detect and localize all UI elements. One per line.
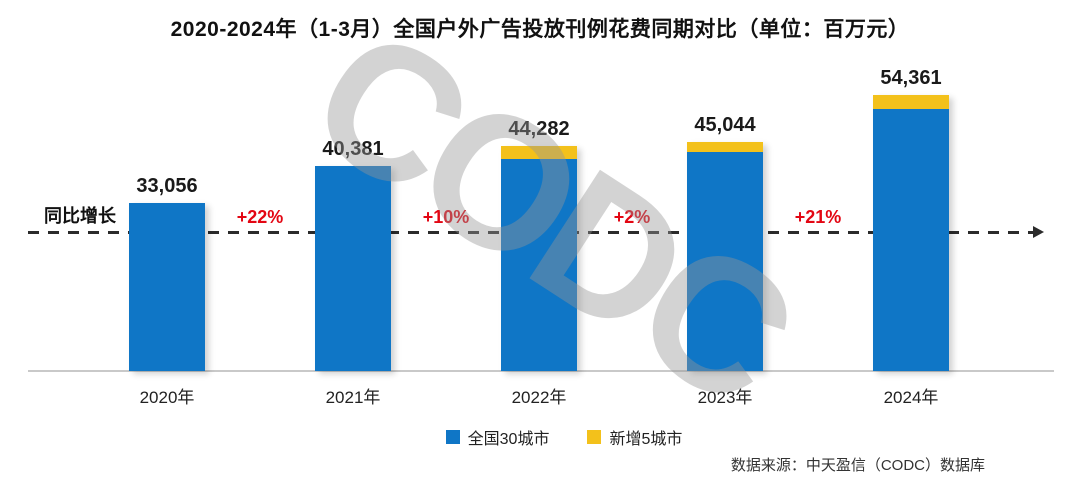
value-label: 45,044 bbox=[694, 114, 756, 136]
growth-label: +22% bbox=[236, 207, 284, 227]
legend-label: 全国30城市 bbox=[467, 431, 550, 448]
x-axis-tick-label: 2023年 bbox=[697, 388, 753, 407]
bar-segment-new-cities bbox=[501, 146, 577, 159]
value-label: 44,282 bbox=[508, 118, 570, 140]
bar-2024年 bbox=[873, 95, 949, 371]
x-axis-tick-label: 2022年 bbox=[511, 388, 567, 407]
data-source: 数据来源：中天盈信（CODC）数据库 bbox=[730, 457, 985, 474]
arrow-right-icon bbox=[1033, 226, 1044, 238]
legend: 全国30城市 新增5城市 bbox=[0, 425, 1080, 449]
y-axis-label: 同比增长 bbox=[44, 206, 116, 226]
bar-2020年 bbox=[129, 203, 205, 371]
growth-label: +10% bbox=[422, 207, 470, 227]
bar-segment-new-cities bbox=[687, 142, 763, 152]
value-label: 40,381 bbox=[322, 138, 384, 160]
x-axis-tick-label: 2021年 bbox=[325, 388, 381, 407]
x-axis-tick-label: 2020年 bbox=[139, 388, 195, 407]
legend-label: 新增5城市 bbox=[609, 431, 683, 448]
growth-label: +2% bbox=[613, 207, 651, 227]
x-axis-tick-label: 2024年 bbox=[883, 388, 939, 407]
chart-title: 2020-2024年（1-3月）全国户外广告投放刊例花费同期对比（单位：百万元） bbox=[170, 18, 910, 41]
growth-label: +21% bbox=[794, 207, 842, 227]
legend-item-national-30-cities: 全国30城市 bbox=[445, 425, 550, 449]
legend-swatch-yellow-icon bbox=[587, 430, 602, 444]
legend-item-new-5-cities: 新增5城市 bbox=[587, 425, 682, 449]
value-label: 33,056 bbox=[136, 175, 198, 197]
bar-2023年 bbox=[687, 142, 763, 371]
legend-swatch-blue-icon bbox=[445, 430, 460, 444]
bar-2022年 bbox=[501, 146, 577, 371]
bar-2021年 bbox=[315, 166, 391, 371]
bar-segment-new-cities bbox=[873, 95, 949, 109]
x-axis-line bbox=[28, 370, 1054, 372]
value-label: 54,361 bbox=[880, 67, 942, 89]
